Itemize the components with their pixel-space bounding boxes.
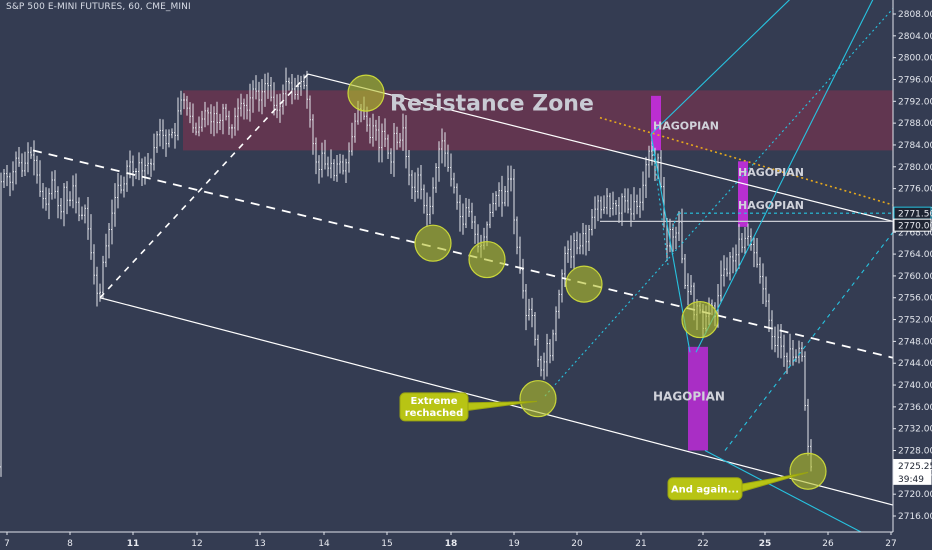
price-label [893,459,932,473]
trendline-16[interactable] [672,212,679,227]
price-tick-label: 2776.00 [898,185,932,195]
trendline-2[interactable] [307,73,894,222]
price-tick-label: 2748.00 [898,337,932,347]
zones-layer [183,90,893,451]
price-label-text: 39:49 [898,475,924,485]
price-tick-label: 2768.00 [898,228,932,238]
price-tick-label: 2752.00 [898,316,932,326]
price-tick-label: 2728.00 [898,447,932,457]
highlight-circle [468,240,506,279]
highlight-circle [681,300,719,339]
time-tick-label: 19 [508,539,520,549]
price-label-text: 2725.25 [898,462,932,472]
highlight-circle [519,380,557,418]
time-tick-label: 27 [885,539,896,549]
time-tick-label: 20 [571,539,583,549]
price-tick-label: 2764.00 [898,250,932,260]
price-label [893,218,932,232]
callout-text: And again... [671,485,739,496]
hagopian-bar [688,346,708,451]
price-tick-label: 2788.00 [898,119,932,129]
price-tick-label: 2792.00 [898,97,932,107]
time-tick-label: 11 [127,539,140,549]
time-tick-label: 8 [67,539,73,549]
price-tick-label: 2740.00 [898,381,932,391]
price-axis-background [893,0,932,550]
trendline-8[interactable] [650,0,893,135]
time-tick-label: 14 [318,539,330,549]
time-tick-label: 22 [697,539,708,549]
price-labels-layer: 2771.50 2770.00 2725.25 39:49 [893,206,932,485]
callout-text: Extreme [411,396,458,407]
chart-title: S&P 500 E-MINI FUTURES, 60, CME_MINI [6,2,191,12]
price-tick-label: 2720.00 [898,490,932,500]
trendline-7[interactable] [599,116,894,206]
time-tick-label: 21 [635,539,646,549]
highlight-circle [347,74,385,112]
price-tick-label: 2716.00 [898,512,932,522]
hagopian-label: HAGOPIAN [738,199,804,212]
time-tick-label: 25 [759,539,772,549]
time-tick-label: 13 [254,539,265,549]
highlight-circle [414,224,452,262]
price-tick-label: 2796.00 [898,75,932,85]
price-tick-label: 2756.00 [898,294,932,304]
callout-box [399,392,469,422]
price-tick-label: 2784.00 [898,141,932,151]
price-label-text: 2771.50 [898,210,932,220]
price-tick-label: 2744.00 [898,359,932,369]
circles-layer [347,74,827,490]
price-tick-label: 2800.00 [898,54,932,64]
time-axis[interactable]: 7 8 11 12 13 14 15 18 19 20 21 22 25 26 27 [0,531,932,550]
price-label [893,471,932,485]
price-tick-label: 2808.00 [898,10,932,20]
hagopian-label: HAGOPIAN [738,166,804,179]
price-tick-label: 2760.00 [898,272,932,282]
labels-layer: Resistance Zone HAGOPIAN HAGOPIAN HAGOPIAN H… [390,92,804,404]
trendline-10[interactable] [695,0,893,353]
trendline-11[interactable] [724,231,894,451]
trendline-4[interactable] [32,149,894,359]
highlight-circle [565,265,603,303]
price-tick-label: 2780.00 [898,163,932,173]
hagopian-bar [651,95,661,151]
hagopian-label: HAGOPIAN [653,389,725,403]
time-tick-label: 12 [191,539,202,549]
callout-text: rechached [405,408,464,419]
trendline-14[interactable] [650,133,669,266]
callout-box [667,477,743,501]
time-tick-label: 15 [381,539,392,549]
trendline-12[interactable] [544,8,894,397]
price-tick-label: 2804.00 [898,32,932,42]
time-axis-background [0,532,932,550]
highlight-circle [789,452,827,490]
price-label-text: 2770.00 [898,222,932,232]
price-tick-label: 2732.00 [898,425,932,435]
price-tick-label: 2736.00 [898,403,932,413]
time-tick-label: 26 [822,539,834,549]
time-tick-label: 18 [445,539,458,549]
time-tick-label: 7 [4,539,10,549]
trendline-1[interactable] [99,73,309,299]
hagopian-label: HAGOPIAN [653,120,719,133]
trendline-3[interactable] [99,297,894,506]
hagopian-bar [738,161,748,227]
price-axis[interactable]: 2716.002720.002724.002728.002732.002736.… [892,0,932,550]
resistance-zone [183,90,893,151]
resistance-zone-label: Resistance Zone [390,92,594,117]
